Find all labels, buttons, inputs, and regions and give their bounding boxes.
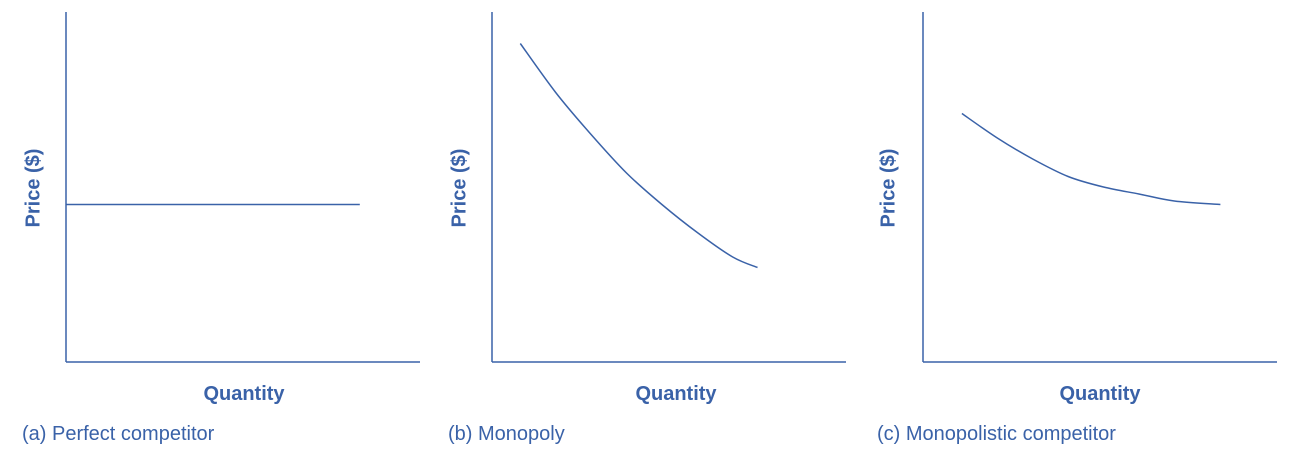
- chart-caption: (a) Perfect competitor: [22, 423, 215, 445]
- chart-caption: (b) Monopoly: [448, 423, 565, 445]
- demand-curve: [519, 43, 758, 269]
- x-axis-label: Quantity: [635, 383, 717, 405]
- y-axis-label: Price ($): [448, 148, 471, 228]
- chart-svg-c: [922, 12, 1277, 363]
- chart-svg-b: [491, 12, 846, 363]
- y-axis-label: Price ($): [22, 148, 45, 228]
- chart-panel-c: Price ($) Quantity (c) Monopolistic comp…: [857, 0, 1287, 461]
- x-axis-label: Quantity: [1059, 383, 1141, 405]
- chart-caption: (c) Monopolistic competitor: [877, 423, 1116, 445]
- x-axis-label: Quantity: [203, 383, 285, 405]
- chart-svg-a: [65, 12, 420, 363]
- demand-curve: [961, 112, 1221, 206]
- y-axis-label: Price ($): [877, 148, 900, 228]
- chart-panel-a: Price ($) Quantity (a) Perfect competito…: [0, 0, 430, 461]
- chart-panel-b: Price ($) Quantity (b) Monopoly: [426, 0, 856, 461]
